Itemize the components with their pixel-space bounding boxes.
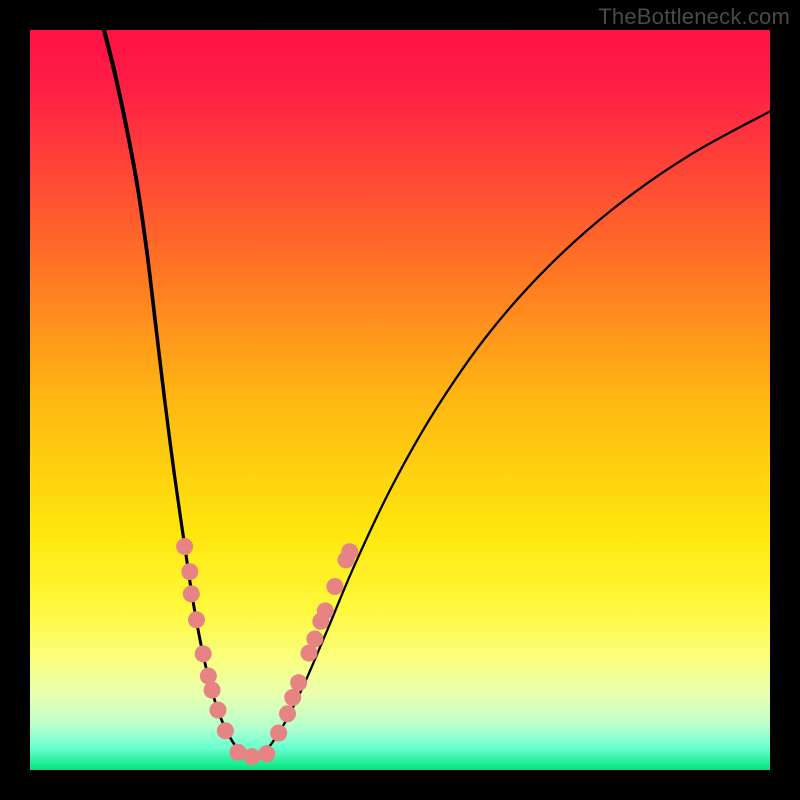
data-marker xyxy=(188,611,205,628)
data-marker xyxy=(183,585,200,602)
watermark-text: TheBottleneck.com xyxy=(598,4,790,30)
bottleneck-chart xyxy=(0,0,800,800)
chart-frame: TheBottleneck.com xyxy=(0,0,800,800)
gradient-background xyxy=(30,30,770,770)
data-marker xyxy=(176,538,193,555)
data-marker xyxy=(209,702,226,719)
data-marker xyxy=(317,602,334,619)
data-marker xyxy=(341,543,358,560)
data-marker xyxy=(284,689,301,706)
data-marker xyxy=(270,725,287,742)
data-marker xyxy=(306,631,323,648)
data-marker xyxy=(217,722,234,739)
data-marker xyxy=(279,705,296,722)
data-marker xyxy=(181,563,198,580)
data-marker xyxy=(326,578,343,595)
data-marker xyxy=(195,645,212,662)
data-marker xyxy=(244,748,261,765)
data-marker xyxy=(258,745,275,762)
data-marker xyxy=(204,682,221,699)
data-marker xyxy=(290,674,307,691)
